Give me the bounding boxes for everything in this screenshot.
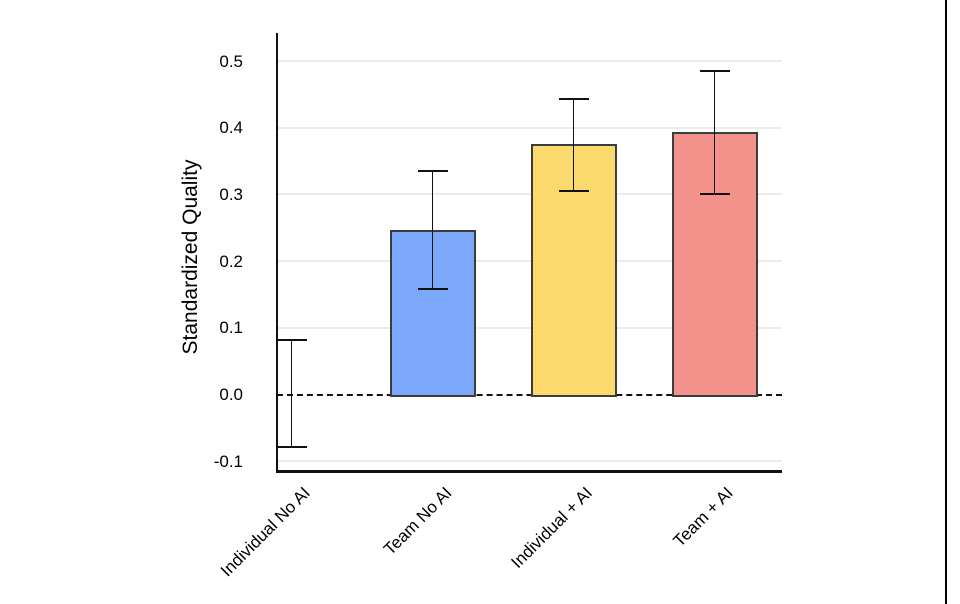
zero-reference-line — [277, 393, 782, 396]
y-gridline — [277, 326, 782, 329]
y-tick-label: 0.2 — [219, 251, 243, 271]
y-gridline — [277, 126, 782, 129]
y-tick-label: 0.4 — [219, 118, 243, 138]
y-gridline — [277, 460, 782, 463]
x-tick-label: Individual + AI — [507, 483, 597, 572]
y-axis-line — [275, 33, 278, 473]
y-tick-label: 0.1 — [219, 318, 243, 338]
bar-team-ai — [671, 132, 758, 397]
error-bar-cap-top — [699, 69, 730, 73]
x-tick-label: Team No AI — [379, 483, 456, 559]
error-bar-stem — [572, 99, 575, 192]
error-bar-stem — [431, 171, 434, 290]
error-bar-cap-bottom — [699, 192, 730, 195]
y-gridline — [277, 260, 782, 263]
error-bar-cap-bottom — [417, 288, 448, 291]
screen-right-edge-line — [945, 0, 947, 604]
error-bar-stem — [290, 339, 293, 447]
error-bar-cap-top — [276, 338, 307, 341]
y-tick-label: -0.1 — [213, 451, 243, 471]
y-tick-label: 0.0 — [219, 385, 243, 405]
x-tick-label: Team + AI — [669, 483, 738, 551]
y-tick-label: 0.3 — [219, 184, 243, 204]
y-gridline — [277, 60, 782, 63]
x-tick-label: Individual No AI — [217, 483, 315, 581]
error-bar-cap-top — [558, 97, 589, 101]
error-bar-stem — [713, 71, 716, 194]
x-axis-line — [275, 470, 782, 473]
y-tick-label: 0.5 — [219, 51, 243, 71]
bar-team-no-ai — [389, 229, 476, 397]
error-bar-cap-bottom — [276, 445, 307, 448]
y-gridline — [277, 193, 782, 196]
error-bar-cap-bottom — [558, 190, 589, 193]
error-bar-cap-top — [417, 170, 448, 173]
